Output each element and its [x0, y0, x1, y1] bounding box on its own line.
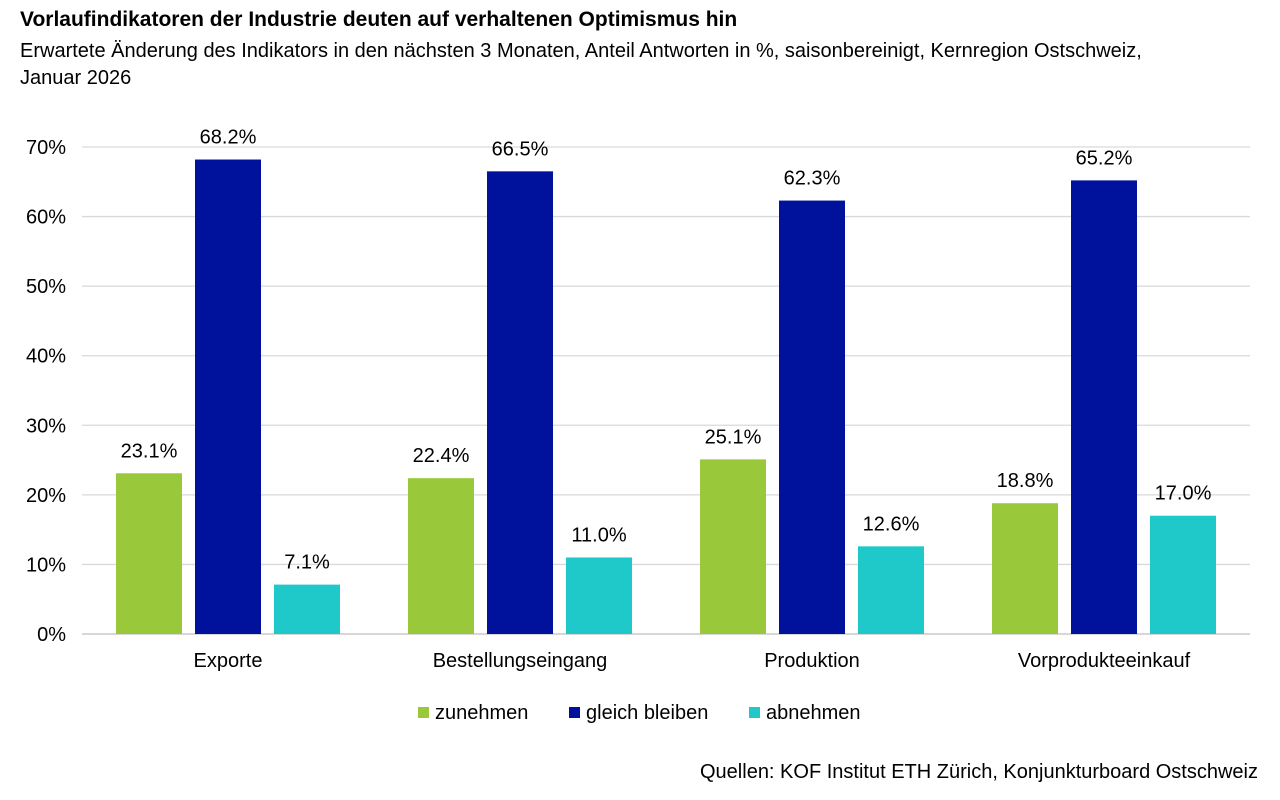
- bar-zunehmen: [408, 478, 474, 634]
- x-tick-label: Produktion: [764, 650, 860, 672]
- bar-zunehmen: [992, 503, 1058, 634]
- legend-label: gleich bleiben: [586, 702, 709, 724]
- x-axis-tick-labels: Exporte Bestellungseingang Produktion Vorpr…: [194, 650, 1191, 672]
- data-label: 66.5%: [492, 138, 549, 160]
- data-label: 25.1%: [705, 426, 762, 448]
- bar-gleich-bleiben: [487, 171, 553, 634]
- source-note: Quellen: KOF Institut ETH Zürich, Konjun…: [700, 761, 1258, 783]
- y-tick-label: 50%: [26, 276, 66, 298]
- bar-zunehmen: [700, 459, 766, 634]
- bar-gleich-bleiben: [195, 159, 261, 634]
- data-label: 22.4%: [413, 445, 470, 467]
- chart-subtitle: Erwartete Änderung des Indikators in den…: [20, 40, 1142, 89]
- legend-label: zunehmen: [435, 702, 529, 724]
- data-labels: 23.1% 68.2% 7.1% 22.4% 66.5% 11.0% 25.1% 62.3% 1…: [121, 127, 1212, 574]
- legend-swatch: [569, 707, 580, 718]
- y-tick-label: 70%: [26, 137, 66, 159]
- y-tick-label: 40%: [26, 346, 66, 368]
- bar-abnehmen: [274, 584, 340, 634]
- bar-abnehmen: [858, 546, 924, 634]
- data-label: 23.1%: [121, 440, 178, 462]
- bar-abnehmen: [1150, 515, 1216, 634]
- bar-zunehmen: [116, 473, 182, 634]
- data-label: 7.1%: [284, 552, 330, 574]
- y-tick-label: 60%: [26, 207, 66, 229]
- data-label: 18.8%: [997, 470, 1054, 492]
- legend-item-abnehmen: abnehmen: [749, 700, 861, 726]
- legend-swatch: [749, 707, 760, 718]
- legend-item-zunehmen: zunehmen: [418, 700, 528, 726]
- data-label: 62.3%: [784, 168, 841, 190]
- y-tick-label: 0%: [37, 624, 66, 646]
- bars: [116, 159, 1216, 634]
- y-tick-label: 10%: [26, 554, 66, 576]
- x-tick-label: Exporte: [194, 650, 263, 672]
- data-label: 11.0%: [571, 524, 626, 546]
- bar-chart: 0% 10% 20% 30% 40% 50% 60% 70% 23.1% 68.2% 7.1% 22…: [26, 127, 1250, 672]
- y-axis-tick-labels: 0% 10% 20% 30% 40% 50% 60% 70%: [26, 137, 66, 646]
- data-label: 65.2%: [1076, 147, 1133, 169]
- legend-item-gleich-bleiben: gleich bleiben: [569, 700, 708, 726]
- legend-swatch: [418, 707, 429, 718]
- bar-gleich-bleiben: [1071, 180, 1137, 634]
- bar-abnehmen: [566, 557, 632, 634]
- legend: zunehmen gleich bleiben abnehmen: [0, 700, 1280, 726]
- data-label: 17.0%: [1155, 483, 1212, 505]
- y-tick-label: 20%: [26, 485, 66, 507]
- legend-label: abnehmen: [766, 702, 861, 724]
- x-tick-label: Vorprodukteeinkauf: [1018, 650, 1191, 672]
- y-tick-label: 30%: [26, 415, 66, 437]
- data-label: 68.2%: [200, 127, 257, 149]
- chart-title: Vorlaufindikatoren der Industrie deuten …: [20, 8, 738, 31]
- bar-gleich-bleiben: [779, 200, 845, 634]
- x-tick-label: Bestellungseingang: [433, 650, 608, 672]
- data-label: 12.6%: [863, 513, 920, 535]
